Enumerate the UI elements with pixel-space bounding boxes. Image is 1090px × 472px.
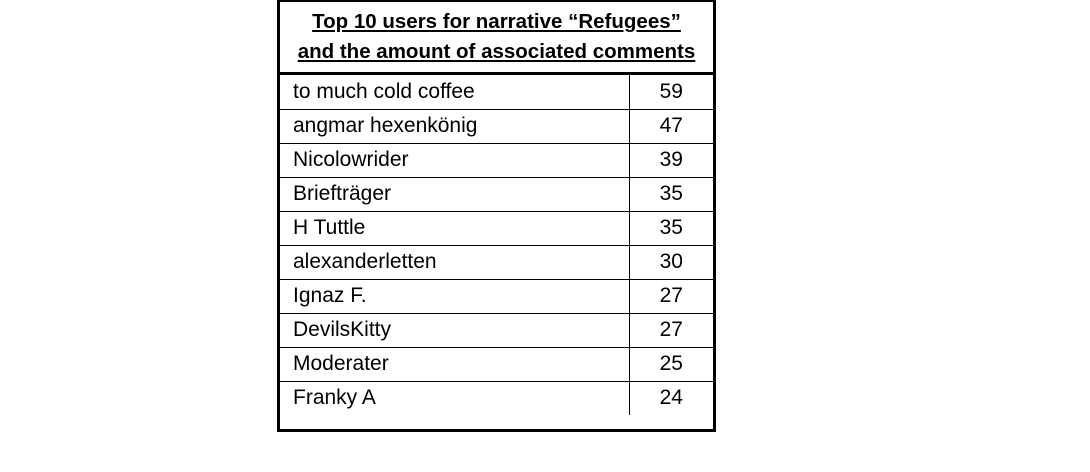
user-name-cell: Moderater bbox=[280, 347, 630, 382]
table-title-line-1: Top 10 users for narrative “Refugees” bbox=[312, 10, 681, 33]
table-row: Franky A 24 bbox=[280, 381, 713, 415]
user-name-cell: to much cold coffee bbox=[280, 75, 630, 110]
comment-count-cell: 27 bbox=[629, 279, 713, 314]
comment-count-cell: 39 bbox=[629, 143, 713, 178]
table-row: H Tuttle 35 bbox=[280, 211, 713, 246]
comment-count-cell: 35 bbox=[629, 211, 713, 246]
table-row: Briefträger 35 bbox=[280, 177, 713, 212]
comment-count-cell: 59 bbox=[629, 75, 713, 110]
top-users-table: Top 10 users for narrative “Refugees” an… bbox=[277, 0, 716, 432]
table-row: to much cold coffee 59 bbox=[280, 75, 713, 110]
table-row: alexanderletten 30 bbox=[280, 245, 713, 280]
comment-count-cell: 25 bbox=[629, 347, 713, 382]
table-title: Top 10 users for narrative “Refugees” an… bbox=[280, 2, 713, 75]
comment-count-cell: 35 bbox=[629, 177, 713, 212]
table-row: Nicolowrider 39 bbox=[280, 143, 713, 178]
user-comment-table: to much cold coffee 59 angmar hexenkönig… bbox=[280, 75, 713, 415]
user-name-cell: alexanderletten bbox=[280, 245, 630, 280]
user-name-cell: Briefträger bbox=[280, 177, 630, 212]
user-name-cell: DevilsKitty bbox=[280, 313, 630, 348]
user-name-cell: H Tuttle bbox=[280, 211, 630, 246]
user-name-cell: Ignaz F. bbox=[280, 279, 630, 314]
comment-count-cell: 24 bbox=[659, 386, 683, 410]
user-name-cell: Nicolowrider bbox=[280, 143, 630, 178]
table-title-line-2: and the amount of associated comments bbox=[297, 40, 696, 63]
user-name-cell: angmar hexenkönig bbox=[280, 109, 630, 144]
table-row: DevilsKitty 27 bbox=[280, 313, 713, 348]
table-row: angmar hexenkönig 47 bbox=[280, 109, 713, 144]
comment-count-cell: 47 bbox=[629, 109, 713, 144]
comment-count-cell: 27 bbox=[629, 313, 713, 348]
table-row: Moderater 25 bbox=[280, 347, 713, 382]
table-row: Ignaz F. 27 bbox=[280, 279, 713, 314]
user-name-cell: Franky A bbox=[280, 381, 630, 415]
comment-count-cell: 30 bbox=[629, 245, 713, 280]
